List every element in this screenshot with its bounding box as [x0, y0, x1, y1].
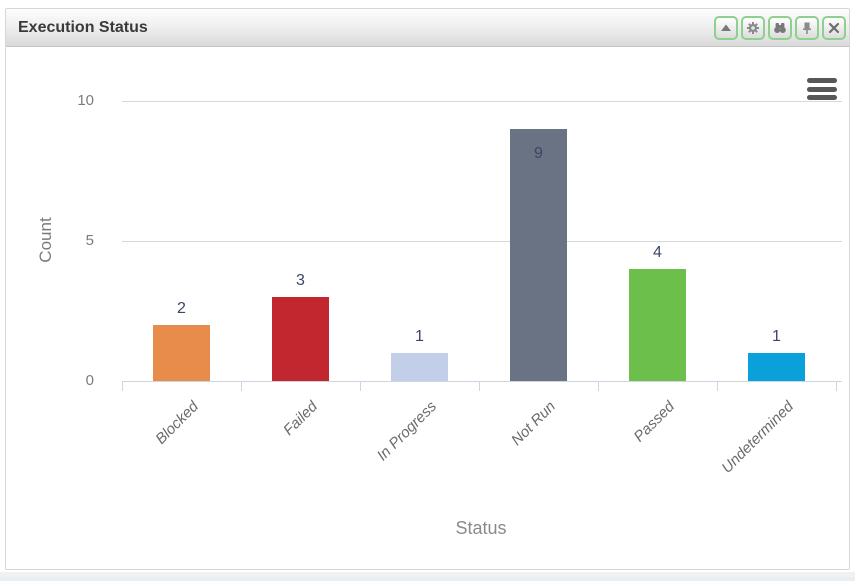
x-axis-label-undetermined: Undetermined [717, 398, 797, 477]
bar-value-label-undetermined: 1 [772, 328, 781, 345]
x-axis-tick [241, 381, 242, 391]
find-button[interactable] [768, 15, 792, 40]
chevron-up-icon [721, 24, 731, 31]
x-axis-label-not-run: Not Run [507, 398, 559, 449]
x-axis-label-passed: Passed [630, 398, 678, 446]
hamburger-menu-icon[interactable] [807, 78, 837, 100]
close-icon [828, 22, 840, 33]
bar-in-progress[interactable] [391, 353, 448, 381]
gear-icon [747, 21, 759, 34]
panel-toolbar [714, 15, 846, 40]
pin-button[interactable] [795, 15, 819, 40]
binoculars-icon [774, 22, 786, 33]
y-axis-tick-label: 0 [85, 372, 94, 389]
bar-value-label-not-run: 9 [534, 145, 543, 162]
x-axis-label-in-progress: In Progress [373, 398, 440, 465]
bar-value-label-failed: 3 [296, 272, 305, 289]
x-axis-tick [479, 381, 480, 391]
bar-blocked[interactable] [153, 325, 210, 381]
x-axis-label-failed: Failed [279, 398, 321, 439]
adjacent-widget-edge [0, 577, 855, 581]
x-axis-title: Status [455, 518, 507, 538]
execution-status-chart: Count Status 0 5 10 2 Blocked 3 Failed 1 In Prog… [6, 47, 849, 569]
x-axis-tick [360, 381, 361, 391]
bar-not-run[interactable] [510, 129, 567, 381]
close-button[interactable] [822, 15, 846, 40]
y-gridline-10 [122, 101, 842, 102]
bar-passed[interactable] [629, 269, 686, 381]
x-axis-tick [836, 381, 837, 391]
panel-title: Execution Status [18, 18, 148, 36]
panel-header: Execution Status [6, 9, 849, 47]
bar-value-label-in-progress: 1 [415, 328, 424, 345]
bar-undetermined[interactable] [748, 353, 805, 381]
x-axis-label-blocked: Blocked [151, 398, 202, 448]
collapse-button[interactable] [714, 15, 738, 40]
x-axis-tick [717, 381, 718, 391]
bar-value-label-blocked: 2 [177, 300, 186, 317]
y-axis-tick-label: 10 [77, 92, 94, 109]
x-axis-tick [122, 381, 123, 391]
settings-button[interactable] [741, 15, 765, 40]
pushpin-icon [803, 22, 811, 34]
page-bottom-strip [0, 572, 855, 577]
y-axis-tick-label: 5 [85, 232, 94, 249]
x-axis-tick [598, 381, 599, 391]
y-gridline-5 [122, 241, 842, 242]
execution-status-panel: Execution Status [5, 8, 850, 570]
x-axis-line [122, 381, 842, 382]
bar-failed[interactable] [272, 297, 329, 381]
bar-value-label-passed: 4 [653, 244, 662, 261]
